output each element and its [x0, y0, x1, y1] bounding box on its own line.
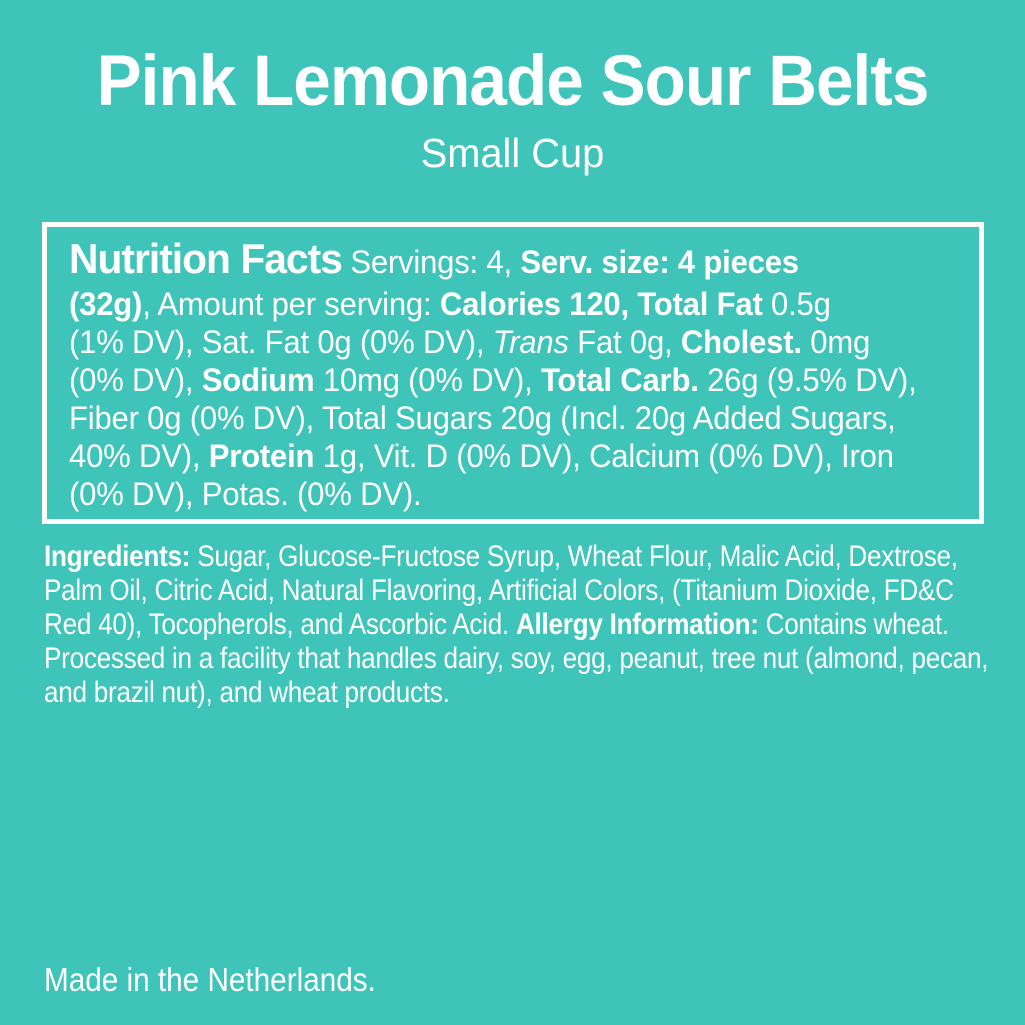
- nutrition-facts-line: (1% DV), Sat. Fat 0g (0% DV), Trans Fat …: [69, 323, 934, 361]
- text-segment: Total Carb.: [540, 362, 699, 398]
- text-segment: Allergy Information:: [515, 608, 759, 641]
- ingredients-line: Palm Oil, Citric Acid, Natural Flavoring…: [44, 574, 988, 608]
- text-segment: Trans: [492, 324, 569, 360]
- ingredients-line: Processed in a facility that handles dai…: [44, 642, 989, 676]
- text-segment: (32g): [69, 286, 143, 322]
- text-segment: (0% DV), Potas. (0% DV).: [69, 476, 422, 512]
- ingredients-paragraph: Ingredients: Sugar, Glucose-Fructose Syr…: [44, 540, 989, 710]
- text-segment: 40% DV),: [69, 438, 209, 474]
- ingredients-line: Ingredients: Sugar, Glucose-Fructose Syr…: [44, 540, 988, 574]
- text-segment: Fiber 0g (0% DV), Total Sugars 20g (Incl…: [69, 400, 896, 436]
- text-segment: Contains wheat.: [758, 608, 950, 641]
- text-segment: Protein: [208, 438, 315, 474]
- nutrition-facts-heading: Nutrition Facts: [69, 235, 343, 282]
- nutrition-facts-line: (32g), Amount per serving: Calories 120,…: [69, 285, 934, 323]
- nutrition-facts-line: Fiber 0g (0% DV), Total Sugars 20g (Incl…: [69, 399, 934, 437]
- text-segment: Serv. size: 4 pieces: [520, 244, 799, 280]
- nutrition-facts-line: (0% DV), Potas. (0% DV).: [69, 475, 934, 513]
- text-segment: Processed in a facility that handles dai…: [44, 642, 989, 675]
- text-segment: Red 40), Tocopherols, and Ascorbic Acid.: [44, 608, 516, 641]
- text-segment: Cholest.: [680, 324, 802, 360]
- text-segment: Sugar, Glucose-Fructose Syrup, Wheat Flo…: [190, 540, 958, 573]
- text-segment: 0mg: [801, 324, 871, 360]
- text-segment: Servings: 4,: [341, 244, 521, 280]
- text-segment: (0% DV),: [69, 362, 202, 398]
- origin-statement: Made in the Netherlands.: [44, 961, 376, 998]
- nutrition-facts-line: (0% DV), Sodium 10mg (0% DV), Total Carb…: [69, 361, 934, 399]
- text-segment: Ingredients:: [44, 540, 191, 573]
- text-segment: (1% DV), Sat. Fat 0g (0% DV),: [69, 324, 493, 360]
- text-segment: 10mg (0% DV),: [314, 362, 541, 398]
- text-segment: , Amount per serving:: [142, 286, 440, 322]
- text-segment: Sodium: [201, 362, 315, 398]
- text-segment: 1g, Vit. D (0% DV), Calcium (0% DV), Iro…: [314, 438, 894, 474]
- text-segment: 0.5g: [762, 286, 831, 322]
- text-segment: and brazil nut), and wheat products.: [44, 676, 450, 709]
- nutrition-facts-box: Nutrition Facts Servings: 4, Serv. size:…: [42, 222, 984, 524]
- product-subtitle: Small Cup: [420, 130, 605, 176]
- text-segment: Palm Oil, Citric Acid, Natural Flavoring…: [44, 574, 954, 607]
- ingredients-line: and brazil nut), and wheat products.: [44, 676, 988, 710]
- text-segment: Calories 120, Total Fat: [439, 286, 763, 322]
- ingredients-line: Red 40), Tocopherols, and Ascorbic Acid.…: [44, 608, 988, 642]
- nutrition-facts-line: 40% DV), Protein 1g, Vit. D (0% DV), Cal…: [69, 437, 934, 475]
- nutrition-facts-line: Nutrition Facts Servings: 4, Serv. size:…: [69, 236, 934, 285]
- text-segment: Fat 0g,: [568, 324, 681, 360]
- product-title: Pink Lemonade Sour Belts: [96, 42, 930, 121]
- text-segment: 26g (9.5% DV),: [698, 362, 917, 398]
